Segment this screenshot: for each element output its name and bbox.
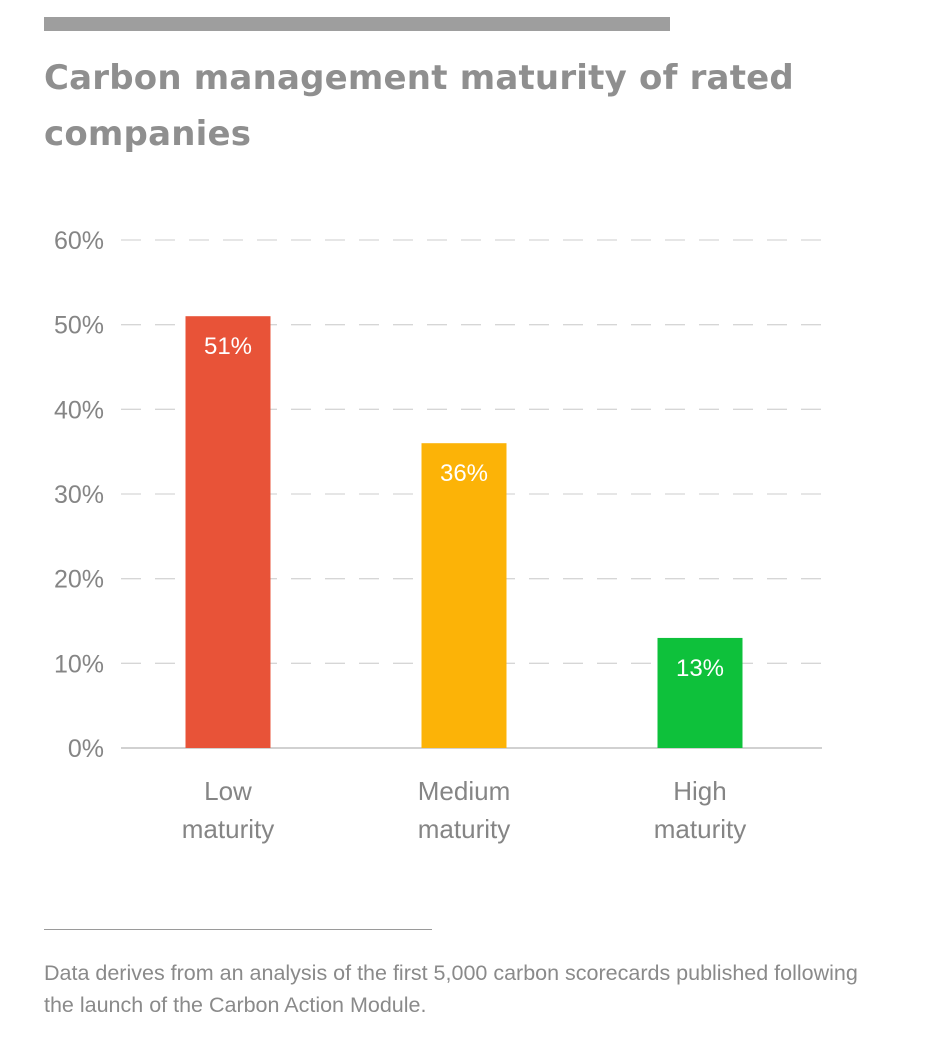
x-axis-category-labels: Low maturity Medium maturity High maturity — [182, 776, 746, 844]
y-tick-label: 0% — [68, 735, 104, 763]
bar-value-label: 51% — [204, 333, 252, 360]
footnote-divider — [44, 929, 432, 930]
bar-value-labels: 51% 36% 13% — [204, 333, 724, 682]
x-category-label: Low — [204, 776, 252, 806]
x-category-label: High — [673, 776, 726, 806]
y-tick-label: 50% — [54, 312, 104, 340]
y-tick-label: 20% — [54, 566, 104, 594]
top-accent-bar — [44, 17, 670, 31]
y-tick-label: 60% — [54, 227, 104, 255]
x-category-label: maturity — [418, 814, 510, 844]
footnote-text: Data derives from an analysis of the fir… — [44, 961, 858, 1017]
chart-title: Carbon management maturity of rated comp… — [44, 58, 794, 154]
x-category-label: maturity — [182, 814, 274, 844]
y-axis-tick-labels: 0% 10% 20% 30% 40% 50% 60% — [54, 227, 104, 763]
x-category-label: maturity — [654, 814, 746, 844]
bar-value-label: 13% — [676, 655, 724, 682]
x-category-label: Medium — [418, 776, 510, 806]
y-tick-label: 30% — [54, 481, 104, 509]
bar — [185, 316, 271, 748]
y-tick-label: 10% — [54, 650, 104, 678]
bars — [185, 316, 743, 748]
bar — [657, 637, 743, 748]
bar — [421, 443, 507, 748]
bar-value-label: 36% — [440, 460, 488, 487]
y-tick-label: 40% — [54, 396, 104, 424]
